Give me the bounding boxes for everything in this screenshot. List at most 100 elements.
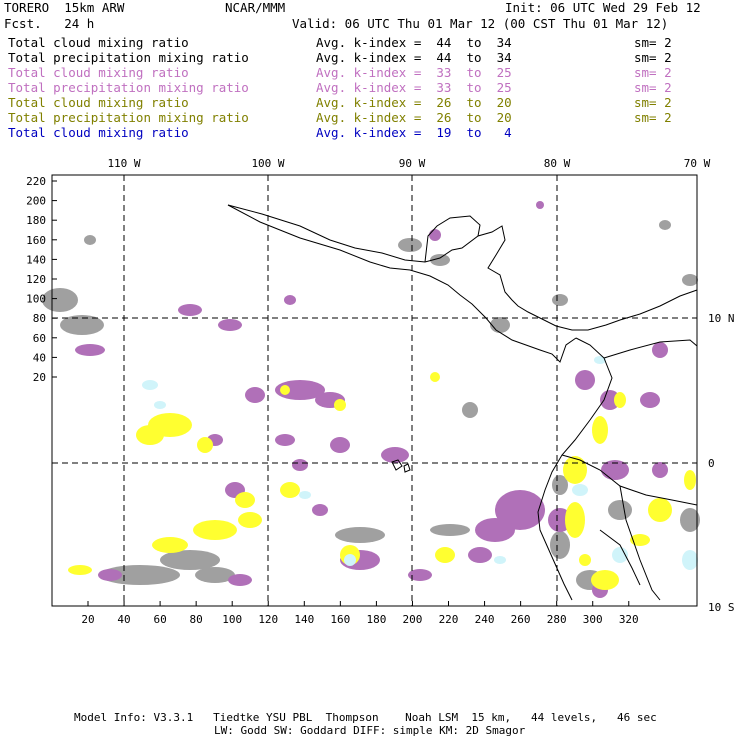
purple-cloud-area (218, 319, 242, 331)
x-tick-label: 300 (583, 613, 603, 626)
gray-cloud-area (60, 315, 104, 335)
legend-field: Total cloud mixing ratio (8, 65, 189, 80)
y-tick-label: 180 (26, 214, 46, 227)
y-tick-label: 20 (33, 371, 46, 384)
x-tick-label: 100 (222, 613, 242, 626)
gray-cloud-area (84, 235, 96, 245)
lon-label: 70 W (684, 157, 711, 170)
x-tick-label: 80 (190, 613, 203, 626)
x-tick-label: 200 (403, 613, 423, 626)
y-tick-label: 160 (26, 234, 46, 247)
lon-label: 110 W (107, 157, 140, 170)
gray-cloud-area (680, 508, 700, 532)
x-tick-label: 240 (475, 613, 495, 626)
yellow-cloud-area (430, 372, 440, 382)
cyan-cloud-area (612, 547, 628, 563)
axes: 110 W 100 W 90 W 80 W 70 W 10 N 0 10 S 220 200 180… (26, 157, 734, 626)
cyan-cloud-area (154, 401, 166, 409)
lat-label: 10 S (708, 601, 735, 614)
yellow-cloud-area (648, 498, 672, 522)
forecast-hour: Fcst. 24 h (4, 16, 95, 31)
cyan-cloud-area (572, 484, 588, 496)
cyan-cloud-area (142, 380, 158, 390)
purple-cloud-area (408, 569, 432, 581)
purple-cloud-area (381, 447, 409, 463)
legend-kindex: Avg. k-index = 44 to 34 (316, 35, 512, 50)
legend-field: Total precipitation mixing ratio (8, 110, 249, 125)
peru-brazil-border (619, 485, 661, 601)
gray-cloud-area (398, 238, 422, 252)
y-tick-label: 100 (26, 293, 46, 306)
purple-cloud-area (330, 437, 350, 453)
purple-cloud-area (228, 574, 252, 586)
cyan-cloud-area (594, 356, 606, 364)
legend-field: Total cloud mixing ratio (8, 125, 189, 140)
x-tick-label: 40 (117, 613, 130, 626)
legend-sm: sm= 2 (634, 35, 672, 50)
x-tick-label: 120 (258, 613, 278, 626)
legend-kindex: Avg. k-index = 33 to 25 (316, 65, 512, 80)
colombia-border (603, 339, 698, 359)
cyan-cloud-area (344, 554, 356, 566)
y-tick-label: 60 (33, 332, 46, 345)
y-tick-label: 80 (33, 312, 46, 325)
purple-cloud-area (468, 547, 492, 563)
gray-cloud-area (608, 500, 632, 520)
cyan-cloud-area (494, 556, 506, 564)
purple-cloud-area (495, 490, 545, 530)
yellow-cloud-area (684, 470, 696, 490)
legend-sm: sm= 2 (634, 50, 672, 65)
purple-cloud-area (245, 387, 265, 403)
purple-cloud-area (275, 380, 325, 400)
galapagos (391, 459, 411, 473)
legend-sm: sm= 2 (634, 65, 672, 80)
valid-time: Valid: 06 UTC Thu 01 Mar 12 (00 CST Thu … (292, 16, 669, 31)
coastlines (227, 204, 698, 601)
x-tick-label: 140 (294, 613, 314, 626)
yellow-cloud-area (565, 502, 585, 538)
yellow-cloud-area (579, 554, 591, 566)
yellow-cloud-area (592, 416, 608, 444)
gray-cloud-area (430, 254, 450, 266)
model-info-line2: LW: Godd SW: Goddard DIFF: simple KM: 2D… (214, 724, 526, 737)
org-label: NCAR/MMM (225, 0, 286, 15)
yellow-cloud-area (152, 537, 188, 553)
purple-cloud-area (292, 459, 308, 471)
gray-cloud-area (552, 294, 568, 306)
gray-cloud-area (682, 274, 698, 286)
lon-label: 100 W (251, 157, 284, 170)
gray-cloud-area (550, 531, 570, 559)
legend-kindex: Avg. k-index = 26 to 20 (316, 110, 512, 125)
purple-cloud-area (652, 342, 668, 358)
cyan-cloud-area (299, 491, 311, 499)
init-time: Init: 06 UTC Wed 29 Feb 12 (505, 0, 701, 15)
map-frame (51, 174, 698, 607)
purple-cloud-area (429, 229, 441, 241)
yellow-cloud-area (197, 437, 213, 453)
y-tick-label: 40 (33, 351, 46, 364)
purple-cloud-area (575, 370, 595, 390)
gray-cloud-area (490, 317, 510, 333)
x-tick-label: 280 (547, 613, 567, 626)
yellow-cloud-area (630, 534, 650, 546)
lat-label: 10 N (708, 312, 735, 325)
purple-cloud-area (284, 295, 296, 305)
yellow-cloud-area (591, 570, 619, 590)
purple-cloud-area (98, 569, 122, 581)
y-tick-label: 220 (26, 175, 46, 188)
lon-label: 80 W (544, 157, 571, 170)
model-info-line1: Model Info: V3.3.1 Tiedtke YSU PBL Thomp… (74, 711, 657, 724)
gray-cloud-area (100, 565, 180, 585)
gray-cloud-area (659, 220, 671, 230)
yellow-cloud-area (435, 547, 455, 563)
legend-field: Total precipitation mixing ratio (8, 80, 249, 95)
yellow-cloud-area (563, 456, 587, 484)
gray-cloud-area (552, 475, 568, 495)
purple-cloud-area (652, 462, 668, 478)
x-tick-label: 160 (330, 613, 350, 626)
purple-cloud-area (600, 390, 620, 410)
y-tick-label: 120 (26, 273, 46, 286)
lat-lon-grid (52, 175, 697, 606)
bolivia-border (599, 529, 641, 586)
